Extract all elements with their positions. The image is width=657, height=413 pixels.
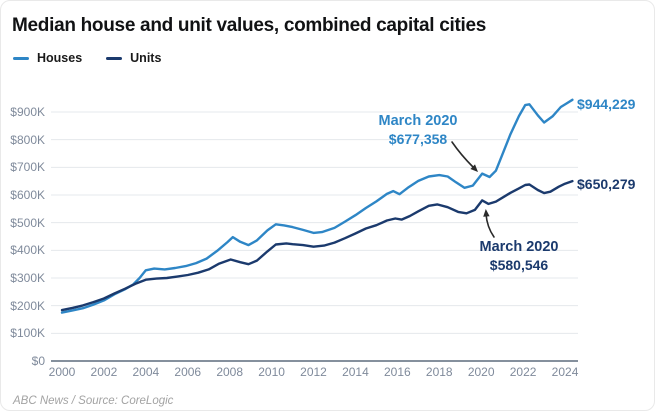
x-tick-label: 2020: [467, 365, 495, 379]
x-tick-label: 2024: [551, 365, 579, 379]
annotation-arrows: [451, 141, 495, 238]
units-annotation-arrow: [485, 213, 495, 238]
units-march-2020-annotation: March 2020 $580,546: [480, 238, 559, 274]
legend-item-units: Units: [106, 51, 161, 65]
y-tick-label: $800K: [10, 132, 45, 147]
x-tick-label: 2014: [342, 365, 369, 379]
y-tick-label: $600K: [10, 187, 45, 202]
houses-annotation-value: $677,358: [388, 131, 448, 147]
source-attribution: ABC News / Source: CoreLogic: [13, 395, 174, 407]
x-tick-label: 2016: [384, 365, 411, 379]
y-tick-label: $300K: [10, 270, 45, 285]
units-arrowhead-icon: [483, 209, 490, 217]
y-tick-label: $700K: [10, 160, 45, 175]
houses-series-line: [60, 98, 574, 314]
x-tick-label: 2002: [90, 365, 118, 379]
chart-title: Median house and unit values, combined c…: [12, 15, 486, 36]
y-tick-label: $400K: [10, 243, 45, 258]
legend: Houses Units: [13, 51, 161, 65]
houses-march-2020-annotation: March 2020 $677,358: [379, 112, 458, 148]
houses-line-swatch-icon: [13, 56, 29, 60]
x-tick-label: 2012: [300, 365, 327, 379]
units-series-line: [60, 179, 574, 312]
units-line-swatch-icon: [106, 56, 123, 60]
houses-end-value-label: $944,229: [577, 96, 636, 112]
legend-label-units: Units: [130, 51, 162, 65]
x-tick-label: 2004: [132, 365, 160, 379]
legend-item-houses: Houses: [13, 51, 82, 65]
x-tick-label: 2010: [258, 365, 285, 379]
y-tick-label: $100K: [10, 326, 45, 341]
houses-arrowhead-icon: [470, 164, 478, 172]
units-end-value-label: $650,279: [577, 176, 636, 192]
x-tick-label: 2018: [425, 365, 453, 379]
units-annotation-value: $580,546: [489, 257, 549, 273]
data-series: [60, 98, 574, 314]
y-tick-label: $500K: [10, 215, 45, 230]
y-tick-label: $200K: [10, 298, 45, 313]
houses-annotation-arrow: [451, 141, 474, 168]
units-annotation-date: March 2020: [479, 239, 559, 255]
y-tick-label: $0: [31, 354, 45, 368]
gridlines: [51, 111, 578, 362]
x-tick-label: 2022: [509, 365, 537, 379]
x-tick-label: 2000: [48, 365, 76, 379]
x-tick-label: 2006: [174, 365, 202, 379]
x-tick-label: 2008: [216, 365, 244, 379]
y-tick-label: $900K: [10, 104, 45, 119]
legend-label-houses: Houses: [37, 51, 83, 65]
houses-annotation-date: March 2020: [378, 113, 458, 129]
